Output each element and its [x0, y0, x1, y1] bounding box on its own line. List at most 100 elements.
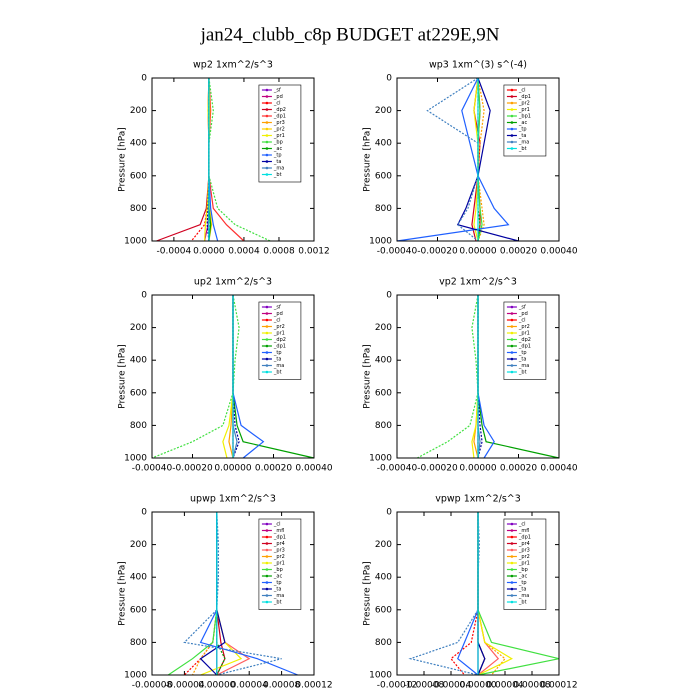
legend-marker: [265, 114, 269, 118]
y-axis-label: Pressure [hPa]: [363, 127, 373, 192]
x-tick-label: -0.00020: [417, 464, 458, 474]
x-tick-label: 0.00000: [459, 247, 496, 257]
x-tick-label: 0.00004: [486, 681, 523, 691]
x-tick-label: -0.00020: [172, 464, 213, 474]
legend-box: [503, 301, 547, 380]
legend-marker: [510, 568, 514, 571]
legend-box: [503, 518, 547, 610]
y-axis-label: Pressure [hPa]: [363, 344, 373, 409]
y-tick-label: 200: [130, 106, 147, 116]
plot-frame: [396, 511, 560, 676]
x-tick-label: 0.0004: [228, 247, 260, 257]
legend-marker: [265, 121, 269, 124]
legend-label: _cl: [273, 101, 281, 107]
y-tick-label: 600: [130, 388, 147, 398]
x-tick-label: -0.00040: [377, 247, 418, 257]
legend-marker: [510, 587, 514, 591]
legend-label: _tp: [273, 580, 282, 586]
y-tick-label: 400: [130, 356, 147, 366]
legend-label: _dp1: [518, 535, 531, 541]
legend-label: _pd: [273, 94, 283, 100]
x-tick-label: 0.00040: [540, 247, 577, 257]
legend-marker: [265, 95, 269, 98]
x-tick-label: -0.00012: [377, 681, 417, 691]
legend-marker: [265, 555, 269, 558]
legend-marker: [510, 370, 514, 374]
y-tick-label: 600: [130, 171, 147, 181]
legend-marker: [265, 160, 269, 163]
y-tick-label: 400: [375, 573, 392, 583]
legend-box: [258, 84, 302, 183]
legend-marker: [265, 312, 269, 315]
page-title: jan24_clubb_c8p BUDGET at229E,9N: [200, 24, 500, 45]
series-line: [396, 77, 510, 242]
y-axis-label: Pressure [hPa]: [363, 561, 373, 626]
plot-frame: [396, 294, 560, 459]
y-tick-label: 1000: [369, 237, 392, 247]
panel: vp2 1xm^2/s^3 Pressure [hPa] 0 200 400 600 800…: [363, 277, 578, 474]
panel-title: wp3 1xm^(3) s^(-4): [429, 60, 527, 71]
panel: up2 1xm^2/s^3 Pressure [hPa] 0 200 400 600 800…: [118, 277, 333, 474]
legend-marker: [510, 600, 514, 604]
legend-label: _dp1: [518, 94, 531, 100]
series-line: [477, 512, 486, 676]
legend-label: _bt: [273, 600, 282, 606]
panel-title: vp2 1xm^2/s^3: [439, 277, 517, 288]
y-tick-label: 200: [130, 540, 147, 550]
legend-marker: [265, 331, 269, 335]
legend-label: _ac: [518, 120, 528, 126]
y-tick-label: 0: [386, 508, 392, 518]
y-axis-label: Pressure [hPa]: [118, 127, 128, 192]
legend-label: _pr4: [273, 541, 285, 547]
x-tick-label: -0.00008: [404, 681, 445, 691]
y-axis-label: Pressure [hPa]: [118, 344, 128, 409]
legend-label: _pr2: [518, 554, 530, 560]
legend-marker: [510, 548, 514, 552]
legend-label: _pr4: [518, 541, 530, 547]
legend-label: _sf: [273, 305, 281, 311]
panel-title: up2 1xm^2/s^3: [194, 277, 272, 288]
panel-title: upwp 1xm^2/s^3: [190, 494, 276, 505]
legend-marker: [510, 331, 514, 335]
series-line: [408, 511, 480, 676]
legend-label: _bp: [273, 140, 283, 146]
legend-marker: [510, 325, 514, 328]
legend-marker: [510, 344, 514, 348]
y-tick-label: 0: [141, 74, 147, 84]
legend-label: _tp: [518, 350, 527, 356]
legend-marker: [510, 561, 514, 565]
legend-label: _mfl: [273, 528, 285, 534]
y-tick-label: 400: [130, 573, 147, 583]
x-tick-label: 0.0000: [193, 247, 225, 257]
series-line: [156, 77, 210, 242]
legend-marker: [265, 153, 269, 157]
x-tick-label: -0.00020: [417, 247, 458, 257]
x-tick-label: -0.00040: [132, 464, 173, 474]
y-tick-label: 800: [375, 421, 392, 431]
legend-label: _dp2: [273, 107, 286, 113]
legend-label: _dp1: [518, 344, 531, 350]
legend-marker: [510, 338, 514, 341]
legend-label: _pr1: [273, 133, 285, 139]
legend-marker: [265, 357, 269, 361]
legend-label: _tp: [273, 350, 282, 356]
legend-marker: [510, 542, 514, 545]
legend-marker: [510, 108, 514, 111]
legend-label: _dp1: [273, 535, 286, 541]
legend-label: _cl: [273, 522, 281, 528]
y-axis-label: Pressure [hPa]: [118, 561, 128, 626]
legend-label: _bp1: [518, 114, 531, 120]
legend-label: _bp: [518, 567, 528, 573]
y-tick-label: 0: [141, 291, 147, 301]
legend-marker: [510, 95, 514, 98]
y-tick-label: 1000: [369, 671, 392, 681]
y-tick-label: 1000: [124, 237, 147, 247]
legend-label: _pd: [273, 311, 283, 317]
y-tick-label: 800: [375, 638, 392, 648]
x-tick-label: -0.00040: [377, 464, 418, 474]
y-tick-label: 0: [386, 291, 392, 301]
legend-marker: [510, 364, 514, 367]
legend-label: _pr3: [273, 120, 285, 126]
panel: vpwp 1xm^2/s^3 Pressure [hPa] 0 200 400 600 80…: [363, 494, 578, 691]
plot-frame: [151, 77, 315, 242]
